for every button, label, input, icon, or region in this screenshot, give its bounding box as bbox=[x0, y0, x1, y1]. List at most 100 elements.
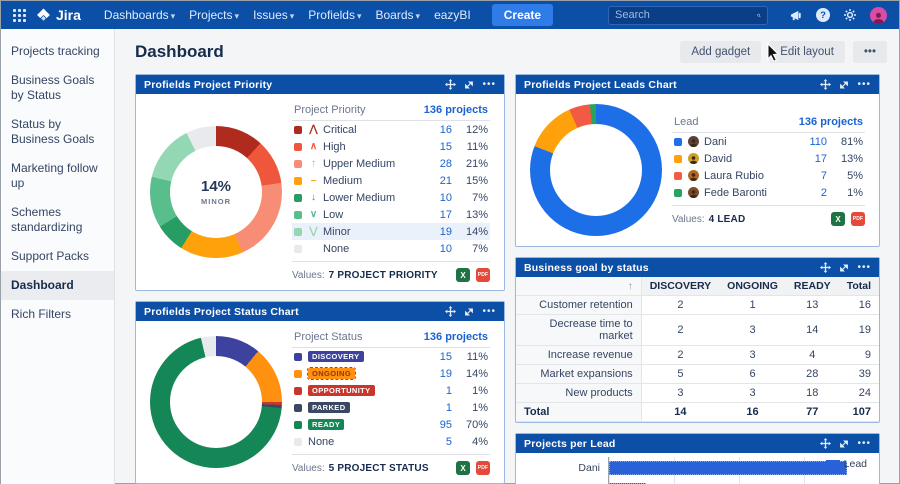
gadget-more-icon[interactable]: ••• bbox=[857, 261, 871, 273]
legend-count[interactable]: 19 bbox=[439, 367, 452, 380]
gadget-more-icon[interactable]: ••• bbox=[482, 78, 496, 90]
legend-row-critical[interactable]: ⋀ Critical 16 12% bbox=[292, 121, 490, 138]
sidebar-item-business-goals-by-status[interactable]: Business Goals by Status bbox=[11, 73, 95, 102]
legend-count[interactable]: 19 bbox=[439, 225, 452, 238]
legend-row-medium[interactable]: – Medium 21 15% bbox=[292, 172, 490, 189]
legend-row-minor[interactable]: ⋁ Minor 19 14% bbox=[292, 223, 490, 240]
expand-gadget-icon[interactable] bbox=[464, 307, 474, 317]
legend-row-ongoing[interactable]: ONGOING 19 14% bbox=[292, 365, 490, 382]
user-avatar[interactable] bbox=[870, 6, 887, 24]
leads-donut-chart[interactable] bbox=[530, 104, 662, 236]
jira-brand[interactable]: Jira bbox=[36, 7, 81, 23]
legend-row-high[interactable]: ∧ High 15 11% bbox=[292, 138, 490, 155]
announcements-icon[interactable] bbox=[788, 7, 804, 23]
create-button[interactable]: Create bbox=[491, 4, 554, 26]
expand-gadget-icon[interactable] bbox=[839, 80, 849, 90]
sidebar-item-projects-tracking[interactable]: Projects tracking bbox=[11, 44, 100, 58]
expand-gadget-icon[interactable] bbox=[839, 263, 849, 273]
nav-item-projects[interactable]: Projects ▾ bbox=[189, 8, 240, 22]
nav-item-profields[interactable]: Profields ▾ bbox=[308, 8, 362, 22]
search-input[interactable] bbox=[615, 9, 757, 21]
pdf-export-icon[interactable]: PDF bbox=[476, 461, 490, 475]
legend-count[interactable]: 15 bbox=[439, 140, 452, 153]
gadget-more-icon[interactable]: ••• bbox=[482, 305, 496, 317]
legend-count[interactable]: 17 bbox=[814, 152, 827, 165]
move-gadget-icon[interactable] bbox=[820, 438, 832, 449]
app-switcher-icon[interactable] bbox=[13, 8, 26, 22]
expand-gadget-icon[interactable] bbox=[464, 80, 474, 90]
pdf-export-icon[interactable]: PDF bbox=[851, 212, 865, 226]
legend-row-david[interactable]: David 17 13% bbox=[672, 150, 865, 167]
projects-total-link[interactable]: 136 projects bbox=[423, 104, 488, 116]
more-options-button[interactable]: ••• bbox=[852, 41, 887, 63]
nav-item-issues[interactable]: Issues ▾ bbox=[253, 8, 295, 22]
legend-count[interactable]: 10 bbox=[439, 191, 452, 204]
nav-item-dashboards[interactable]: Dashboards ▾ bbox=[103, 8, 176, 22]
add-gadget-button[interactable]: Add gadget bbox=[680, 41, 762, 63]
sidebar-item-status-by-business-goals[interactable]: Status by Business Goals bbox=[11, 117, 95, 146]
sidebar-item-marketing-follow-up[interactable]: Marketing follow up bbox=[11, 161, 98, 190]
sort-icon[interactable]: ↑ bbox=[627, 280, 633, 292]
sidebar-item-rich-filters[interactable]: Rich Filters bbox=[11, 307, 72, 321]
legend-count[interactable]: 28 bbox=[439, 157, 452, 170]
move-gadget-icon[interactable] bbox=[820, 79, 832, 90]
legend-row-discovery[interactable]: DISCOVERY 15 11% bbox=[292, 348, 490, 365]
bar-dani[interactable] bbox=[609, 461, 848, 475]
move-gadget-icon[interactable] bbox=[445, 79, 457, 90]
excel-export-icon[interactable]: X bbox=[831, 212, 845, 226]
search-box[interactable] bbox=[608, 5, 768, 25]
legend-count[interactable]: 15 bbox=[439, 350, 452, 363]
excel-export-icon[interactable]: X bbox=[456, 268, 470, 282]
legend-count[interactable]: 1 bbox=[445, 401, 452, 414]
help-icon[interactable]: ? bbox=[816, 8, 830, 22]
legend-row-fede-baronti[interactable]: Fede Baronti 2 1% bbox=[672, 184, 865, 201]
legend-count[interactable]: 1 bbox=[445, 384, 452, 397]
status-donut-chart[interactable] bbox=[150, 336, 282, 468]
column-header-ongoing[interactable]: ONGOING bbox=[719, 277, 786, 296]
gadget-more-icon[interactable]: ••• bbox=[857, 437, 871, 449]
gadget-header[interactable]: Profields Project Priority ••• bbox=[136, 75, 504, 94]
legend-row-none[interactable]: None 5 4% bbox=[292, 433, 490, 450]
legend-row-none[interactable]: None 10 7% bbox=[292, 240, 490, 257]
excel-export-icon[interactable]: X bbox=[456, 461, 470, 475]
gadget-header[interactable]: Profields Project Status Chart ••• bbox=[136, 302, 504, 321]
move-gadget-icon[interactable] bbox=[445, 306, 457, 317]
column-header-ready[interactable]: READY bbox=[785, 277, 839, 296]
gadget-header[interactable]: Projects per Lead ••• bbox=[516, 434, 879, 453]
move-gadget-icon[interactable] bbox=[820, 262, 832, 273]
projects-total-link[interactable]: 136 projects bbox=[798, 116, 863, 128]
legend-count[interactable]: 5 bbox=[445, 435, 452, 448]
legend-row-upper-medium[interactable]: ↑ Upper Medium 28 21% bbox=[292, 155, 490, 172]
edit-layout-button[interactable]: Edit layout bbox=[769, 41, 845, 63]
priority-donut-chart[interactable]: 14% MINOR bbox=[150, 126, 282, 258]
legend-row-parked[interactable]: PARKED 1 1% bbox=[292, 399, 490, 416]
legend-count[interactable]: 110 bbox=[809, 135, 827, 148]
column-header-discovery[interactable]: DISCOVERY bbox=[641, 277, 720, 296]
legend-count[interactable]: 17 bbox=[439, 208, 452, 221]
nav-item-boards[interactable]: Boards ▾ bbox=[375, 8, 421, 22]
gadget-header[interactable]: Profields Project Leads Chart ••• bbox=[516, 75, 879, 94]
expand-gadget-icon[interactable] bbox=[839, 439, 849, 449]
pdf-export-icon[interactable]: PDF bbox=[476, 268, 490, 282]
projects-total-link[interactable]: 136 projects bbox=[423, 331, 488, 343]
legend-count[interactable]: 2 bbox=[820, 186, 827, 199]
legend-row-ready[interactable]: READY 95 70% bbox=[292, 416, 490, 433]
legend-row-low[interactable]: ∨ Low 17 13% bbox=[292, 206, 490, 223]
legend-count[interactable]: 7 bbox=[820, 169, 827, 182]
legend-count[interactable]: 10 bbox=[439, 242, 452, 255]
legend-row-opportunity[interactable]: OPPORTUNITY 1 1% bbox=[292, 382, 490, 399]
sidebar-item-dashboard[interactable]: Dashboard bbox=[1, 271, 114, 300]
legend-row-dani[interactable]: Dani 110 81% bbox=[672, 133, 865, 150]
legend-row-laura-rubio[interactable]: Laura Rubio 7 5% bbox=[672, 167, 865, 184]
legend-count[interactable]: 95 bbox=[439, 418, 452, 431]
sidebar-item-support-packs[interactable]: Support Packs bbox=[11, 249, 90, 263]
gadget-more-icon[interactable]: ••• bbox=[857, 78, 871, 90]
legend-count[interactable]: 21 bbox=[439, 174, 452, 187]
gadget-header[interactable]: Business goal by status ••• bbox=[516, 258, 879, 277]
sidebar-item-schemes-standardizing[interactable]: Schemes standardizing bbox=[11, 205, 83, 234]
settings-gear-icon[interactable] bbox=[842, 7, 858, 23]
nav-item-eazybi[interactable]: eazyBI bbox=[434, 8, 471, 22]
legend-row-lower-medium[interactable]: ↓ Lower Medium 10 7% bbox=[292, 189, 490, 206]
legend-count[interactable]: 16 bbox=[439, 123, 452, 136]
column-header-total[interactable]: Total bbox=[838, 277, 879, 296]
